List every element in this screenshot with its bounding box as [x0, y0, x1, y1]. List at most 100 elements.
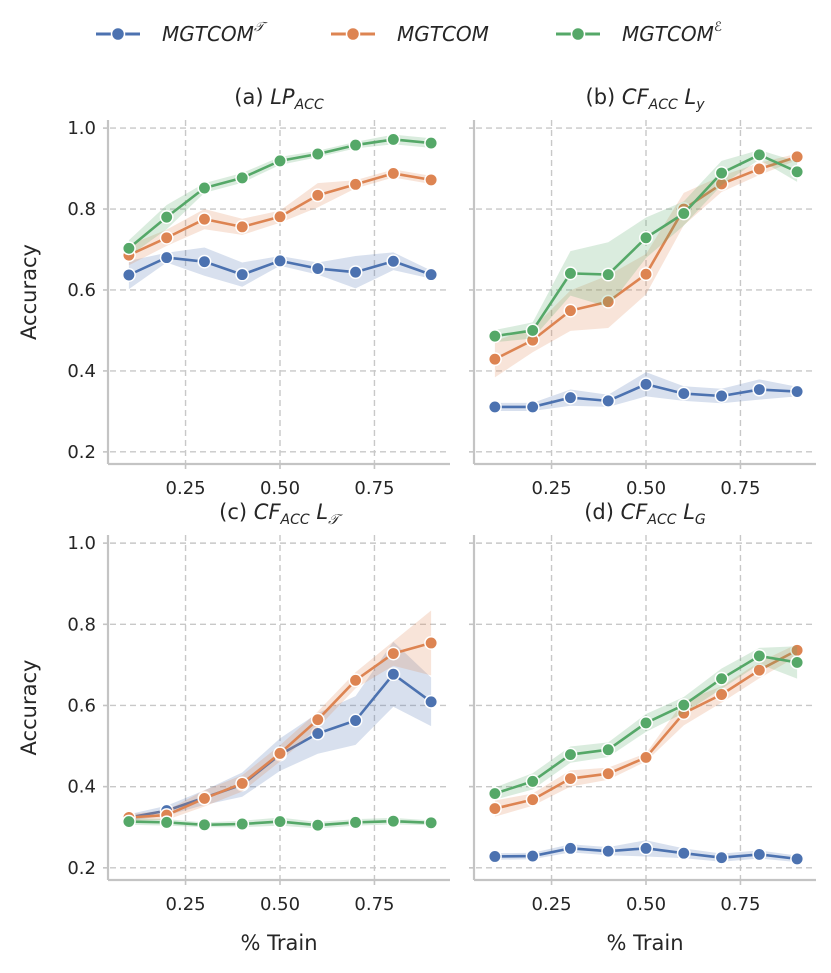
data-point	[273, 153, 287, 168]
data-point	[348, 265, 363, 280]
data-point	[310, 712, 325, 727]
data-point	[424, 172, 439, 187]
data-point	[752, 162, 767, 176]
data-point	[235, 267, 250, 282]
data-point	[348, 138, 363, 153]
x-tick-label: 0.50	[626, 894, 666, 915]
data-point	[348, 177, 363, 192]
panel-c: 0.2 0.4 0.6 0.8 1.0 0.25 0.50 0.75 Accuracy % Tra…	[17, 500, 450, 955]
data-point	[563, 771, 578, 786]
data-point	[310, 261, 325, 276]
grid	[110, 535, 450, 880]
panel-title: (a) LPACC	[234, 85, 324, 113]
series-mgtcom-t	[121, 247, 439, 290]
data-point	[790, 149, 805, 164]
y-tick-label: 0.8	[67, 614, 96, 635]
data-point	[487, 786, 502, 801]
grid	[476, 120, 816, 464]
data-point	[310, 726, 325, 741]
y-tick-label: 0.2	[67, 858, 96, 879]
y-axis-label: Accuracy	[17, 244, 41, 340]
data-point	[676, 386, 691, 401]
data-point	[639, 230, 653, 245]
data-point	[348, 673, 363, 688]
data-point	[386, 646, 401, 661]
data-point	[676, 846, 691, 861]
data-point	[159, 230, 174, 245]
x-tick-label: 0.75	[354, 478, 394, 499]
series-mgtcom-e	[121, 132, 439, 257]
data-point	[676, 698, 691, 713]
data-point	[714, 687, 729, 702]
data-point	[424, 136, 439, 151]
data-point	[159, 210, 174, 225]
data-point	[310, 188, 325, 203]
y-tick-label: 0.8	[67, 199, 96, 220]
data-point	[159, 815, 174, 830]
data-point	[273, 814, 287, 829]
series-mgtcom-t	[487, 840, 805, 866]
data-point	[601, 267, 616, 282]
series-mgtcom-t	[487, 372, 805, 414]
grid	[110, 120, 450, 464]
x-tick-label: 0.50	[260, 894, 300, 915]
panel-title: (d) CFACC LG	[584, 500, 706, 528]
legend-marker	[570, 26, 586, 42]
data-point	[386, 254, 401, 269]
legend-label: MGTCOM	[397, 22, 489, 46]
data-point	[752, 847, 767, 862]
data-point	[563, 266, 578, 281]
panels: 0.2 0.4 0.6 0.8 1.0 0.25 0.50 0.75 Accuracy (a) L…	[17, 85, 816, 955]
data-point	[752, 663, 767, 678]
data-point	[386, 667, 401, 682]
y-tick-label: 0.4	[67, 361, 96, 382]
x-tick-label: 0.50	[626, 478, 666, 499]
data-point	[639, 715, 653, 730]
y-tick-label: 0.6	[67, 695, 96, 716]
data-point	[424, 815, 439, 830]
x-tick-label: 0.25	[166, 478, 206, 499]
data-point	[714, 389, 729, 403]
data-point	[386, 814, 401, 829]
x-axis-label: % Train	[606, 931, 683, 955]
data-point	[752, 147, 767, 162]
y-tick-label: 1.0	[67, 118, 96, 139]
data-point	[487, 801, 502, 816]
data-point	[790, 655, 805, 670]
data-point	[563, 841, 578, 856]
data-point	[639, 841, 653, 856]
legend-marker	[345, 26, 361, 42]
y-tick-label: 0.6	[67, 280, 96, 301]
data-point	[714, 850, 729, 865]
data-point	[121, 814, 136, 829]
data-point	[121, 268, 136, 282]
data-point	[424, 267, 439, 282]
data-point	[159, 250, 174, 265]
y-tick-label: 0.2	[67, 442, 96, 463]
y-axis-label: Accuracy	[17, 660, 41, 756]
series-mgtcom-e	[121, 814, 439, 833]
series-mgtcom	[121, 166, 439, 266]
data-point	[197, 817, 212, 832]
panel-title: (b) CFACC Ly	[586, 85, 706, 113]
data-point	[601, 844, 616, 859]
data-point	[601, 393, 616, 408]
data-point	[386, 132, 401, 147]
data-point	[348, 815, 363, 830]
data-point	[525, 399, 540, 414]
data-point	[386, 166, 401, 181]
legend: MGTCOM𝒯 MGTCOM MGTCOMℰ	[96, 20, 722, 46]
data-point	[487, 352, 502, 367]
data-point	[790, 851, 805, 866]
data-point	[525, 323, 540, 338]
data-point	[424, 694, 439, 709]
data-point	[424, 636, 439, 650]
data-point	[273, 209, 287, 224]
data-point	[563, 390, 578, 405]
data-point	[235, 219, 250, 234]
legend-label: MGTCOM𝒯	[162, 20, 268, 46]
data-point	[310, 818, 325, 833]
series-mgtcom-e	[487, 646, 805, 801]
data-point	[601, 766, 616, 781]
x-tick-label: 0.75	[354, 894, 394, 915]
